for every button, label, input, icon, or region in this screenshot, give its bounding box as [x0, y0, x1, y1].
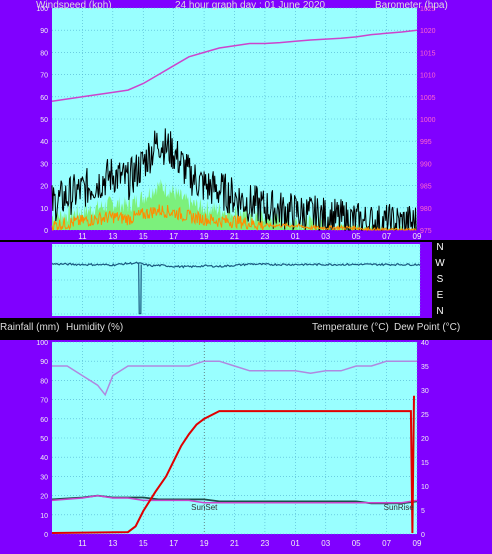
top-left-tick: 60 — [40, 95, 48, 102]
top-x-tick: 01 — [291, 232, 300, 241]
windspeed-label: Windspeed (kph) — [36, 0, 112, 11]
top-left-tick: 70 — [40, 73, 48, 80]
humidity-line — [52, 360, 417, 397]
bottom-left-tick: 0 — [44, 532, 48, 539]
top-x-tick: 13 — [108, 232, 117, 241]
direction-tick-label: W — [435, 258, 445, 269]
wind-direction-line — [51, 261, 421, 269]
bottom-x-tick: 23 — [260, 539, 269, 548]
bottom-right-tick: 5 — [421, 508, 425, 515]
bottom-right-tick: 40 — [421, 340, 429, 347]
bottom-x-tick: 03 — [321, 539, 330, 548]
top-x-tick: 05 — [352, 232, 361, 241]
bottom-x-tick: 15 — [139, 539, 148, 548]
top-left-tick: 90 — [40, 28, 48, 35]
top-left-tick: 100 — [36, 6, 48, 13]
bottom-left-tick: 20 — [40, 494, 48, 501]
direction-tick-label: S — [437, 274, 444, 285]
bottom-right-tick: 30 — [421, 388, 429, 395]
top-left-tick: 10 — [40, 206, 48, 213]
top-right-tick: 1025 — [420, 6, 436, 13]
bottom-x-tick: 01 — [291, 539, 300, 548]
top-right-tick: 1015 — [420, 50, 436, 57]
top-right-tick: 1000 — [420, 117, 436, 124]
bottom-right-tick: 35 — [421, 364, 429, 371]
top-x-tick: 09 — [413, 232, 422, 241]
wind-gust-line — [51, 128, 417, 232]
bottom-x-tick: 09 — [413, 539, 422, 548]
bottom-right-tick: 25 — [421, 412, 429, 419]
humidity-label: Humidity (%) — [66, 322, 123, 333]
top-title: 24 hour graph day : 01 June 2020 — [175, 0, 326, 11]
wind-direction-north-spike — [138, 262, 142, 315]
bottom-right-tick: 10 — [421, 484, 429, 491]
bottom-x-tick: 11 — [78, 539, 87, 548]
top-right-tick: 1010 — [420, 73, 436, 80]
barometer-label: Barometer (hpa) — [375, 0, 448, 11]
top-x-tick: 11 — [78, 232, 87, 241]
direction-tick-label: N — [436, 306, 443, 317]
bottom-left-tick: 40 — [40, 455, 48, 462]
direction-tick-label: E — [437, 290, 444, 301]
bottom-x-tick: 13 — [108, 539, 117, 548]
top-left-tick: 20 — [40, 184, 48, 191]
top-left-tick: 50 — [40, 117, 48, 124]
top-right-tick: 975 — [420, 228, 432, 235]
bottom-right-tick: 20 — [421, 436, 429, 443]
bottom-x-tick: 17 — [169, 539, 178, 548]
top-x-tick: 19 — [200, 232, 209, 241]
top-right-tick: 985 — [420, 184, 432, 191]
bottom-left-tick: 70 — [40, 398, 48, 405]
bottom-right-tick: 0 — [421, 532, 425, 539]
top-x-tick: 23 — [260, 232, 269, 241]
direction-tick-label: N — [436, 242, 443, 253]
barometer-line — [51, 29, 418, 102]
top-left-tick: 80 — [40, 50, 48, 57]
rainfall-line — [51, 395, 415, 534]
bottom-left-tick: 10 — [40, 513, 48, 520]
sunrise-annotation: SunRise — [384, 503, 415, 512]
top-left-tick: 30 — [40, 161, 48, 168]
temperature-label: Temperature (°C) — [312, 322, 389, 333]
top-right-tick: 1005 — [420, 95, 436, 102]
bottom-left-tick: 30 — [40, 474, 48, 481]
top-x-tick: 17 — [169, 232, 178, 241]
bottom-left-tick: 90 — [40, 359, 48, 366]
top-x-tick: 15 — [139, 232, 148, 241]
top-right-tick: 990 — [420, 161, 432, 168]
top-x-tick: 03 — [321, 232, 330, 241]
dewpoint-label: Dew Point (°C) — [394, 322, 460, 333]
bottom-right-tick: 15 — [421, 460, 429, 467]
bottom-left-tick: 50 — [40, 436, 48, 443]
top-left-tick: 40 — [40, 139, 48, 146]
top-left-tick: 0 — [44, 228, 48, 235]
bottom-x-tick: 21 — [230, 539, 239, 548]
top-right-tick: 980 — [420, 206, 432, 213]
top-x-tick: 21 — [230, 232, 239, 241]
bottom-x-tick: 19 — [200, 539, 209, 548]
dewpoint-line — [51, 494, 418, 504]
bottom-left-tick: 60 — [40, 417, 48, 424]
bottom-left-tick: 80 — [40, 378, 48, 385]
rainfall-label: Rainfall (mm) — [0, 322, 59, 333]
sunset-annotation: SunSet — [191, 503, 218, 512]
bottom-x-tick: 05 — [352, 539, 361, 548]
bottom-x-tick: 07 — [382, 539, 391, 548]
wind-speed-line — [51, 204, 417, 232]
top-x-tick: 07 — [382, 232, 391, 241]
top-right-tick: 1020 — [420, 28, 436, 35]
top-right-tick: 995 — [420, 139, 432, 146]
bottom-left-tick: 100 — [36, 340, 48, 347]
